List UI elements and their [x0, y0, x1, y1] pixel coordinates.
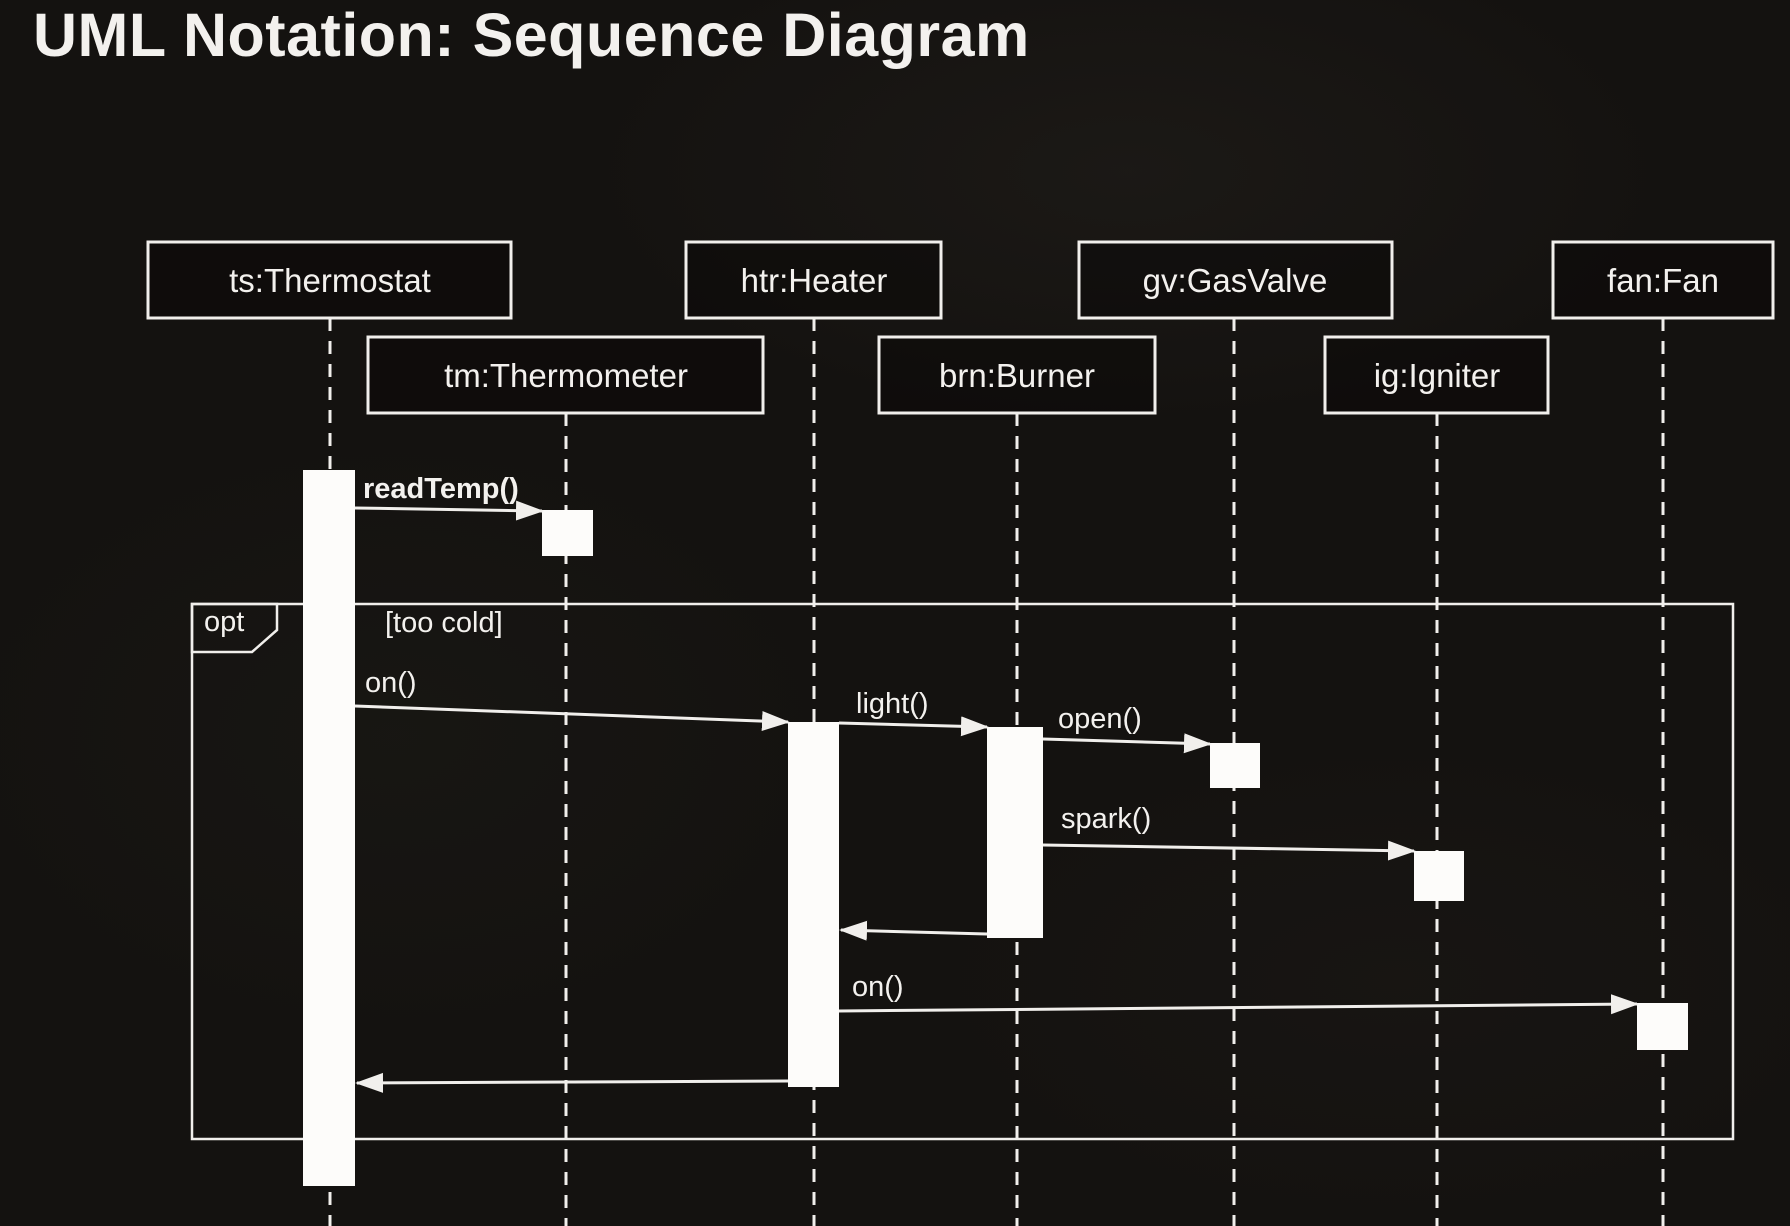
lifeline-head-label-brn: brn:Burner — [939, 357, 1095, 394]
lifeline-head-htr — [684, 240, 943, 320]
message-label-open: open() — [1058, 703, 1142, 735]
message-label-on-fan: on() — [852, 971, 904, 1003]
lifeline-head-tm — [366, 335, 765, 415]
opt-operator-label: opt — [204, 606, 244, 638]
slide-title: UML Notation: Sequence Diagram — [33, 1, 1030, 69]
return-line-htr-ts — [355, 1072, 789, 1093]
lifeline-head-label-gv: gv:GasValve — [1143, 262, 1328, 299]
lifeline-head-label-htr: htr:Heater — [741, 262, 888, 299]
message-line-readtemp — [354, 500, 544, 521]
message-line-light — [838, 716, 989, 737]
message-line-spark — [1042, 840, 1416, 861]
activation-ig — [1414, 851, 1464, 901]
message-line-open — [1042, 733, 1212, 754]
lifeline-head-fan — [1551, 240, 1775, 320]
activation-htr — [788, 722, 839, 1087]
lifeline-head-label-fan: fan:Fan — [1607, 262, 1719, 299]
message-label-spark: spark() — [1061, 803, 1151, 835]
message-label-readtemp: readTemp() — [363, 473, 519, 505]
lifeline-head-ts — [146, 240, 513, 320]
lifeline-head-label-tm: tm:Thermometer — [444, 357, 688, 394]
message-label-on-heater: on() — [365, 667, 417, 699]
opt-operator-pentagon — [190, 602, 279, 654]
guard-label: [too cold] — [385, 607, 503, 639]
lifeline-head-ig — [1323, 335, 1550, 415]
lifeline-head-brn — [877, 335, 1157, 415]
activation-gv — [1210, 743, 1260, 788]
activation-ts — [303, 470, 355, 1186]
return-line-brn-htr — [839, 920, 988, 941]
activation-brn — [987, 727, 1043, 938]
activation-fan — [1637, 1003, 1688, 1050]
lifeline-head-gv — [1077, 240, 1394, 320]
message-label-light: light() — [856, 688, 929, 720]
lifeline-head-label-ig: ig:Igniter — [1374, 357, 1501, 394]
opt-fragment-border — [190, 602, 1735, 1141]
activation-tm — [542, 510, 593, 556]
message-line-on-heater — [354, 704, 790, 732]
lifeline-head-label-ts: ts:Thermostat — [229, 262, 431, 299]
message-line-on-fan — [838, 994, 1639, 1015]
